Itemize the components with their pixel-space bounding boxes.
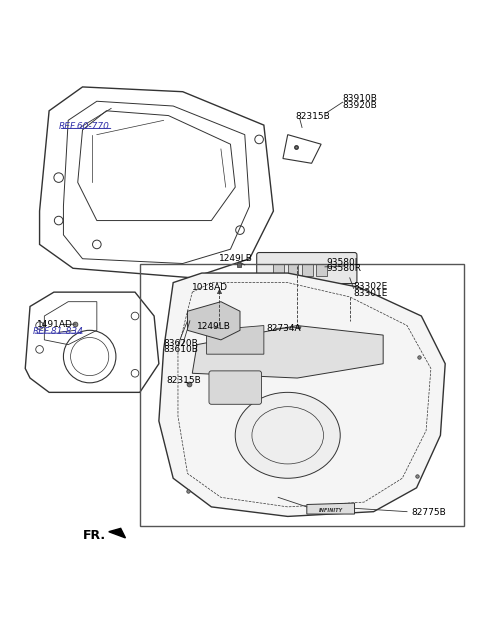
Bar (302, 264, 312, 276)
Polygon shape (188, 301, 240, 340)
Bar (316, 264, 327, 276)
Text: 1249LB: 1249LB (197, 322, 231, 331)
Text: 82734A: 82734A (266, 324, 301, 334)
Text: 83910B: 83910B (343, 94, 377, 104)
Bar (274, 264, 284, 276)
Polygon shape (159, 273, 445, 516)
Polygon shape (206, 325, 264, 354)
Text: 1018AD: 1018AD (192, 283, 228, 293)
FancyBboxPatch shape (257, 253, 357, 284)
Text: 83620B: 83620B (164, 339, 198, 348)
Text: 82775B: 82775B (412, 508, 446, 517)
Text: REF.81-834: REF.81-834 (33, 327, 84, 336)
Text: 83302E: 83302E (353, 283, 387, 291)
Text: REF.60-770: REF.60-770 (59, 122, 109, 131)
FancyBboxPatch shape (209, 371, 262, 404)
Ellipse shape (235, 392, 340, 478)
Text: 93580R: 93580R (326, 264, 361, 273)
Bar (140, 264, 464, 526)
Text: 1249LB: 1249LB (218, 254, 252, 263)
Polygon shape (307, 503, 355, 514)
Bar (288, 264, 298, 276)
Text: FR.: FR. (83, 529, 106, 542)
Polygon shape (192, 325, 383, 378)
Text: 83301E: 83301E (353, 289, 387, 298)
Polygon shape (109, 528, 125, 538)
Text: 82315B: 82315B (295, 112, 330, 121)
Text: 93580L: 93580L (326, 258, 360, 267)
Text: INFINITY: INFINITY (319, 507, 343, 513)
Text: 1491AD: 1491AD (37, 320, 73, 329)
Text: 83610B: 83610B (164, 345, 199, 354)
Text: 83920B: 83920B (343, 100, 377, 109)
Text: 82315B: 82315B (166, 376, 201, 385)
